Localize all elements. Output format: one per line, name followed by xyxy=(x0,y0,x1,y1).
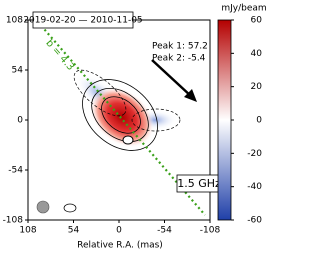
frequency-label: 1.5 GHz xyxy=(177,177,221,190)
contour xyxy=(63,203,77,213)
colorbar-tick-label: 20 xyxy=(251,82,263,92)
y-tick-label: -108 xyxy=(3,216,24,226)
page: {"chart_data": {"type": "image", "title"… xyxy=(2,3,267,251)
chart-title: 2019-02-20 — 2010-11-05 xyxy=(23,16,142,26)
colorbar-tick-label: 0 xyxy=(256,116,262,126)
colorbar-tick-label: 40 xyxy=(251,49,263,59)
peak-2-marker xyxy=(122,135,134,145)
arrow-shaft xyxy=(151,59,193,98)
contour xyxy=(82,79,158,151)
annotation: Peak 2: -5.4 xyxy=(152,54,206,64)
negative-contour xyxy=(131,108,181,132)
y-tick-label: 54 xyxy=(12,66,24,76)
x-tick-label: 0 xyxy=(116,226,122,236)
y-tick-label: 0 xyxy=(17,116,23,126)
negative-contour xyxy=(73,69,127,117)
colorbar-tick-label: -40 xyxy=(247,182,262,192)
colorbar-tick-label: 60 xyxy=(251,16,263,26)
colorbar xyxy=(217,19,232,221)
beam xyxy=(36,200,50,214)
y-tick-label: 108 xyxy=(6,16,23,26)
annotation: Peak 1: 57.2 xyxy=(152,42,208,52)
x-axis-label: Relative R.A. (mas) xyxy=(77,241,163,251)
arrow-head xyxy=(184,89,197,102)
x-tick-label: 54 xyxy=(68,226,80,236)
x-tick-label: -54 xyxy=(157,226,172,236)
x-tick-label: -108 xyxy=(200,226,221,236)
title-box xyxy=(32,11,134,29)
plot-area: 2019-02-20 — 2010-11-05 Peak 1: 57.2 Pea… xyxy=(23,11,222,221)
colorbar-tick-label: -60 xyxy=(247,216,262,226)
contour xyxy=(101,96,141,134)
colorbar-tick-label: -20 xyxy=(247,149,262,159)
colorbar-label: mJy/beam xyxy=(221,4,266,14)
emission-map xyxy=(36,21,206,216)
y-tick-label: -54 xyxy=(8,166,23,176)
contour xyxy=(91,88,149,142)
x-tick-label: 108 xyxy=(19,226,36,236)
chart: 2019-02-20 — 2010-11-05 Peak 1: 57.2 Pea… xyxy=(3,4,267,251)
